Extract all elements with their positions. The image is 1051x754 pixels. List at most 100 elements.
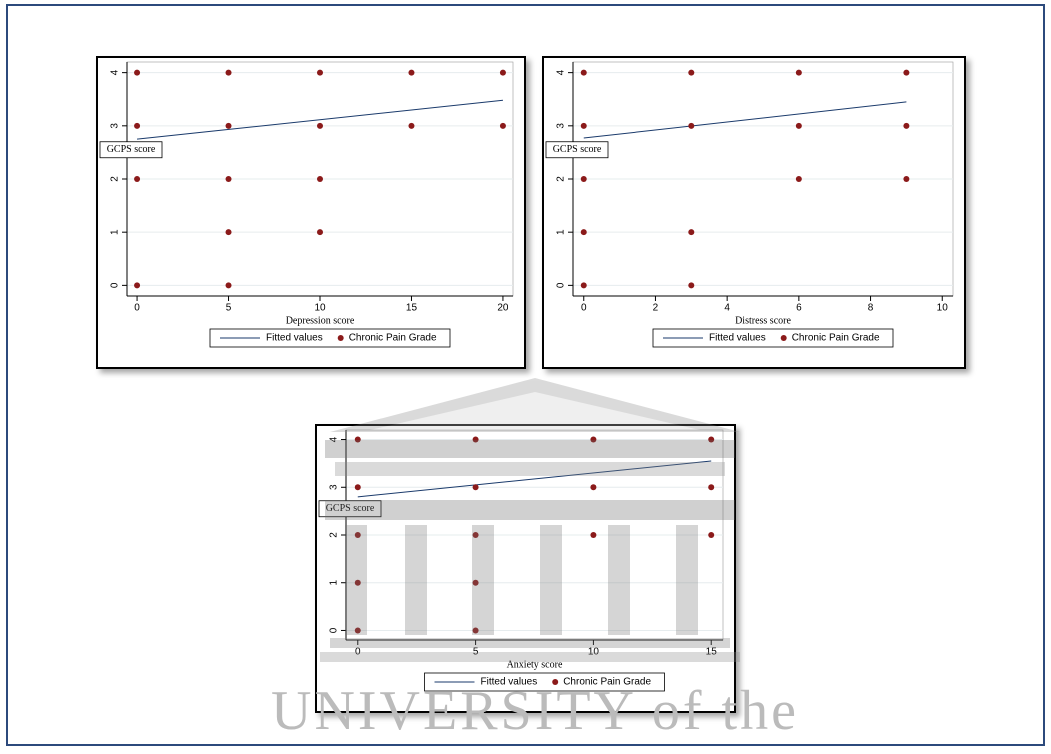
y-tick-label: 4 [329,436,340,442]
data-point [580,69,587,76]
data-point [708,484,715,491]
legend-box [424,672,665,692]
x-tick-label: 2 [653,303,659,314]
data-point [903,176,910,182]
data-point [225,176,232,182]
legend-label: Fitted values [709,333,766,344]
legend-box [209,328,451,348]
x-tick-label: 15 [406,303,418,314]
data-point [317,122,323,129]
data-point [134,122,141,129]
x-tick-label: 4 [724,303,730,314]
data-point [354,532,361,538]
chart: 0 1 2 3 4 0 5 10 15 Anxiety score GCPS score Fitted… [315,424,736,713]
fitted-line [137,99,503,140]
data-point [795,122,802,129]
fitted-line [583,101,907,139]
y-tick-label: 1 [329,580,340,586]
y-tick-label: 3 [110,123,121,129]
y-tick-label: 2 [556,176,567,182]
data-point [408,122,415,129]
y-axis-label-box [545,141,609,159]
data-point [580,229,587,236]
chart: 0 1 2 3 4 0 2 4 6 8 10 Distress score GCPS score Fitt… [542,56,966,369]
y-tick-label: 0 [556,282,567,288]
y-axis-label: GCPS score [107,144,156,155]
y-tick-label: 0 [329,627,340,633]
data-point [225,122,232,129]
y-tick-label: 3 [556,123,567,129]
data-point [134,282,141,289]
data-point [472,484,479,491]
x-axis-label: Depression score [286,315,355,326]
data-point [580,122,587,129]
data-point [134,69,141,76]
data-point [317,229,323,236]
y-tick-label: 0 [110,282,121,288]
x-tick-label: 10 [314,303,326,314]
data-point [688,69,695,76]
x-tick-label: 20 [497,303,509,314]
data-point [225,282,232,289]
data-point [225,69,232,76]
x-tick-label: 15 [706,647,718,658]
data-point [134,176,141,182]
y-tick-label: 3 [329,484,340,490]
y-tick-label: 2 [329,532,340,538]
data-point [472,579,479,586]
legend-label: Fitted values [266,333,323,344]
legend-swatch [337,335,344,341]
data-point [472,627,479,634]
y-axis-label: GCPS score [553,144,602,155]
x-tick-label: 0 [355,647,361,658]
data-point [499,122,506,129]
data-point [354,627,361,634]
fitted-line [357,460,712,498]
legend-label: Chronic Pain Grade [349,333,437,344]
data-point [688,229,695,236]
watermark-text: UNIVERSITY of the [271,680,799,742]
y-axis-label: GCPS score [326,503,375,514]
data-point [499,69,506,76]
data-point [225,229,232,236]
y-tick-label: 2 [110,176,121,182]
data-point [472,436,479,443]
x-axis-label: Distress score [735,315,791,326]
x-tick-label: 10 [937,303,949,314]
data-point [472,532,479,538]
data-point [795,176,802,182]
legend-label: Chronic Pain Grade [792,333,880,344]
data-point [354,436,361,443]
watermark-building [320,378,740,662]
data-point [688,282,695,289]
data-point [903,122,910,129]
y-axis-label-box [99,141,163,159]
x-tick-label: 10 [588,647,600,658]
legend-label: Fitted values [481,677,538,688]
y-tick-label: 4 [556,69,567,75]
x-tick-label: 0 [581,303,587,314]
data-point [408,69,415,76]
data-point [354,579,361,586]
y-tick-label: 4 [110,69,121,75]
data-point [903,69,910,76]
y-tick-label: 1 [110,229,121,235]
legend-box [652,328,894,348]
chart: 0 1 2 3 4 0 5 10 15 20 Depression score GCPS score F… [96,56,526,369]
x-axis-label: Anxiety score [507,659,563,670]
legend-label: Chronic Pain Grade [563,677,651,688]
data-point [795,69,802,76]
data-point [590,436,597,443]
legend-swatch [780,335,787,341]
data-point [590,484,597,491]
x-tick-label: 8 [868,303,874,314]
data-point [317,69,323,76]
legend-swatch [552,679,559,685]
data-point [708,532,715,538]
data-point [708,436,715,443]
data-point [354,484,361,491]
data-point [317,176,323,182]
x-tick-label: 6 [796,303,802,314]
